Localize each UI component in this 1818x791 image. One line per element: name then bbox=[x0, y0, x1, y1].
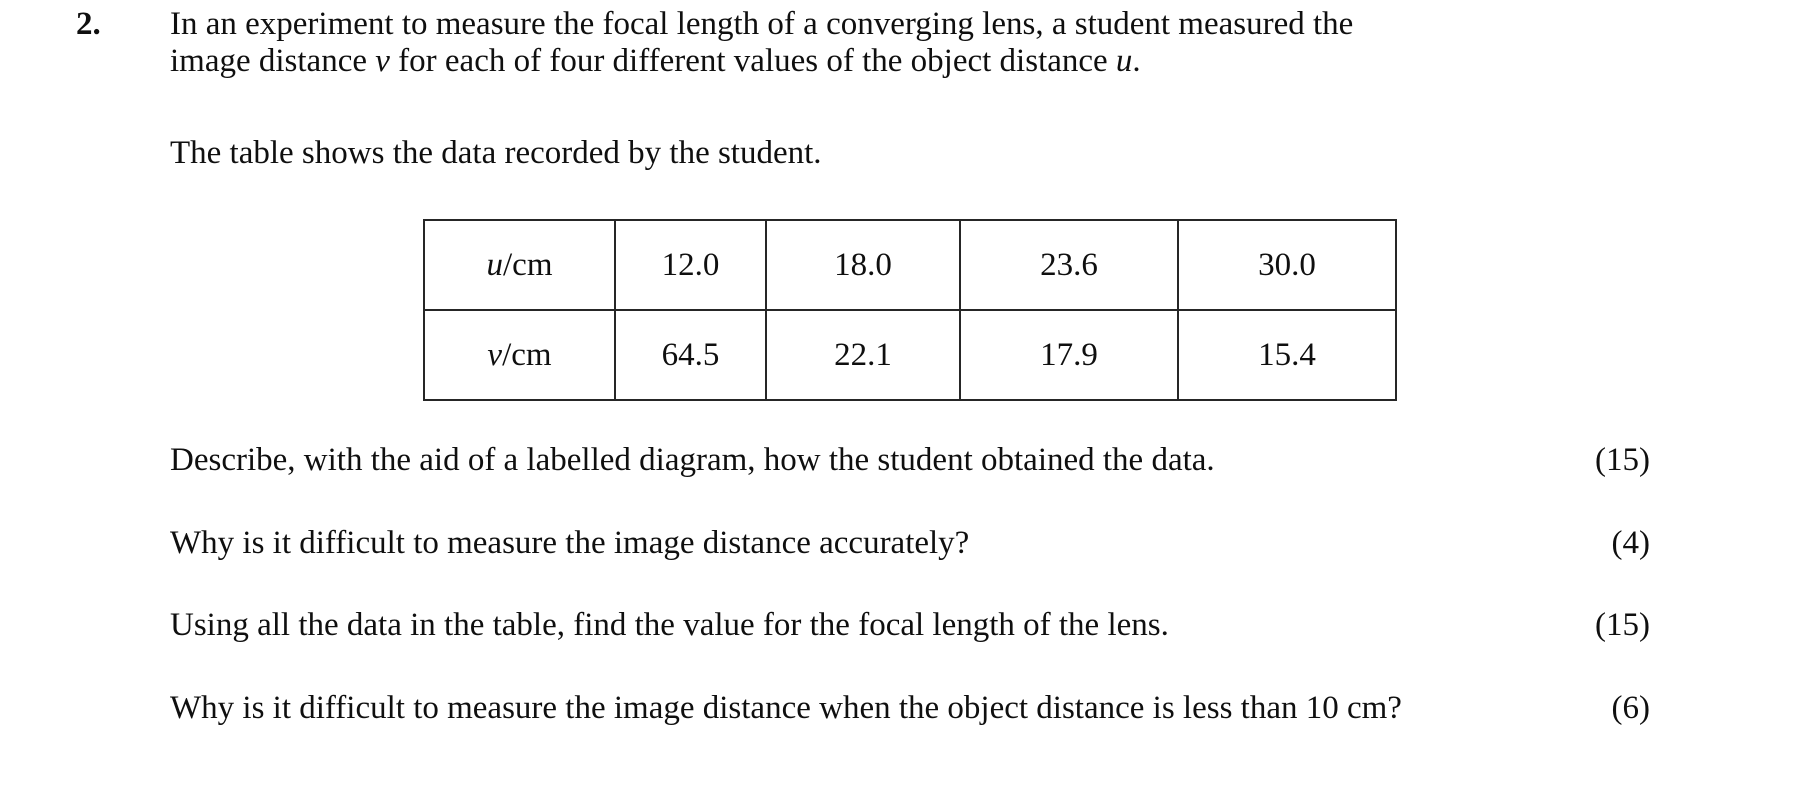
row-v-label: v/cm bbox=[423, 309, 616, 401]
variable-u: u bbox=[1115, 43, 1133, 79]
row-v-unit: /cm bbox=[502, 336, 552, 373]
subquestion-describe-diagram: Describe, with the aid of a labelled dia… bbox=[170, 442, 1650, 479]
row-u-unit: /cm bbox=[503, 246, 553, 283]
intro-line-1: In an experiment to measure the focal le… bbox=[170, 6, 1354, 42]
v-value-cell: 64.5 bbox=[614, 309, 767, 401]
subquestion-text: Using all the data in the table, find th… bbox=[170, 607, 1169, 643]
v-value-cell: 15.4 bbox=[1177, 309, 1397, 401]
v-value-cell: 17.9 bbox=[959, 309, 1179, 401]
u-value-cell: 30.0 bbox=[1177, 219, 1397, 311]
intro-line-2-text: . bbox=[1132, 43, 1141, 79]
marks-badge: (15) bbox=[1595, 607, 1650, 643]
row-v-variable: v bbox=[487, 336, 503, 373]
subquestion-text: Describe, with the aid of a labelled dia… bbox=[170, 442, 1215, 478]
subquestion-text: Why is it difficult to measure the image… bbox=[170, 690, 1402, 726]
table-row-u: u/cm 12.0 18.0 23.6 30.0 bbox=[423, 219, 1397, 311]
variable-v: v bbox=[375, 43, 390, 79]
intro-line-2: image distance v for each of four differ… bbox=[170, 43, 1590, 80]
table-caption: The table shows the data recorded by the… bbox=[170, 135, 822, 171]
v-value-cell: 22.1 bbox=[765, 309, 961, 401]
marks-badge: (15) bbox=[1595, 442, 1650, 478]
row-u-label: u/cm bbox=[423, 219, 616, 311]
intro-line-2-text: image distance bbox=[170, 43, 376, 79]
subquestion-find-focal-length: Using all the data in the table, find th… bbox=[170, 607, 1650, 644]
row-u-variable: u bbox=[486, 246, 504, 283]
question-intro: In an experiment to measure the focal le… bbox=[170, 6, 1590, 80]
u-value-cell: 23.6 bbox=[959, 219, 1179, 311]
u-value-cell: 18.0 bbox=[765, 219, 961, 311]
subquestion-difficulty-accurate: Why is it difficult to measure the image… bbox=[170, 525, 1650, 562]
subquestion-difficulty-under-10cm: Why is it difficult to measure the image… bbox=[170, 690, 1650, 727]
question-number: 2. bbox=[76, 6, 101, 42]
marks-badge: (6) bbox=[1611, 690, 1650, 726]
u-value-cell: 12.0 bbox=[614, 219, 767, 311]
table-row-v: v/cm 64.5 22.1 17.9 15.4 bbox=[423, 309, 1397, 401]
marks-badge: (4) bbox=[1611, 525, 1650, 561]
intro-line-2-text: for each of four different values of the… bbox=[389, 43, 1116, 79]
subquestion-text: Why is it difficult to measure the image… bbox=[170, 525, 970, 561]
data-table: u/cm 12.0 18.0 23.6 30.0 v/cm 64.5 22.1 … bbox=[423, 219, 1397, 401]
